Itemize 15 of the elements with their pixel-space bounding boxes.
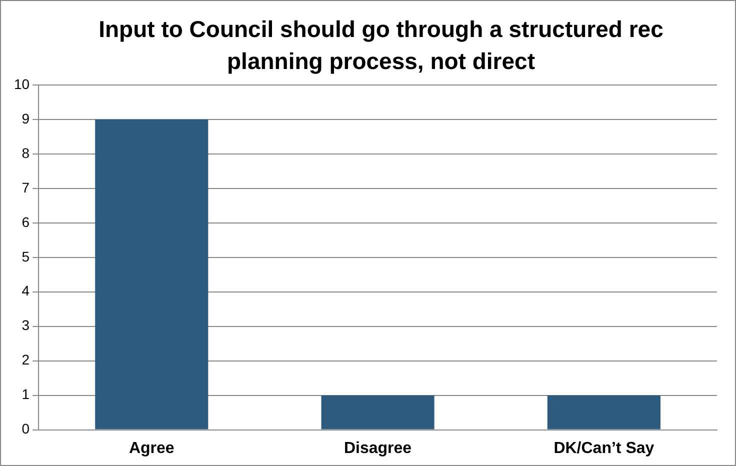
y-tick-label: 8 [22,144,30,161]
chart-title: Input to Council should go through a structured rec planning process, not direct [98,15,664,76]
y-tick-label: 10 [14,76,30,92]
x-tick-label: Agree [128,440,174,457]
y-tick-label: 7 [22,179,30,196]
y-tick-label: 9 [22,110,30,126]
y-tick-label: 2 [22,352,30,368]
y-tick-label: 4 [22,282,30,299]
x-tick-label: DK/Can’t Say [554,440,654,457]
y-tick-label: 5 [22,248,30,264]
y-tick-label: 3 [22,317,30,334]
y-tick-label: 0 [22,420,30,437]
y-tick-label: 1 [22,386,30,402]
y-tick-label: 6 [22,214,30,230]
x-tick-label: Disagree [344,440,412,457]
